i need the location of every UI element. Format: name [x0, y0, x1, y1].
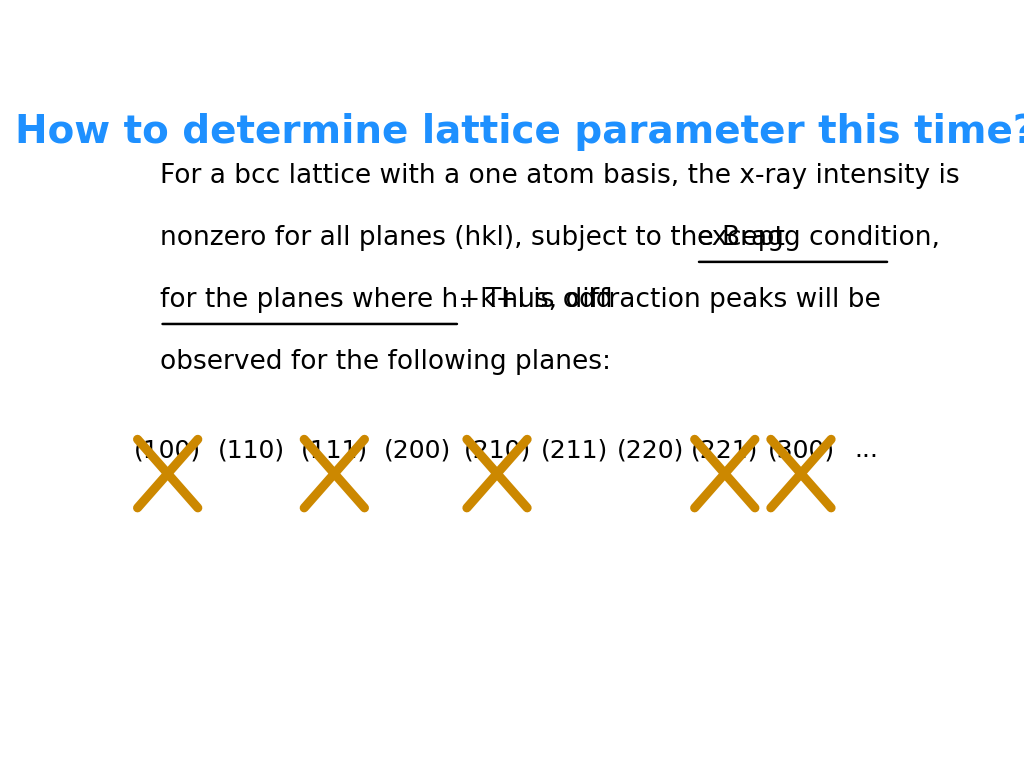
Text: How to determine lattice parameter this time?: How to determine lattice parameter this …: [14, 113, 1024, 151]
Text: .  Thus, diffraction peaks will be: . Thus, diffraction peaks will be: [460, 287, 881, 313]
Text: (211): (211): [541, 438, 608, 462]
Text: (221): (221): [691, 438, 759, 462]
Text: (300): (300): [767, 438, 835, 462]
Text: (111): (111): [301, 438, 368, 462]
Text: nonzero for all planes (hkl), subject to the Bragg condition,: nonzero for all planes (hkl), subject to…: [160, 225, 948, 251]
Text: (110): (110): [217, 438, 285, 462]
Text: (100): (100): [134, 438, 202, 462]
Text: For a bcc lattice with a one atom basis, the x-ray intensity is: For a bcc lattice with a one atom basis,…: [160, 163, 959, 189]
Text: observed for the following planes:: observed for the following planes:: [160, 349, 610, 376]
Text: (200): (200): [384, 438, 452, 462]
Text: except: except: [696, 225, 785, 251]
Text: ...: ...: [854, 438, 878, 462]
Text: for the planes where h+k+l is odd: for the planes where h+k+l is odd: [160, 287, 612, 313]
Text: (220): (220): [616, 438, 684, 462]
Text: (210): (210): [464, 438, 530, 462]
